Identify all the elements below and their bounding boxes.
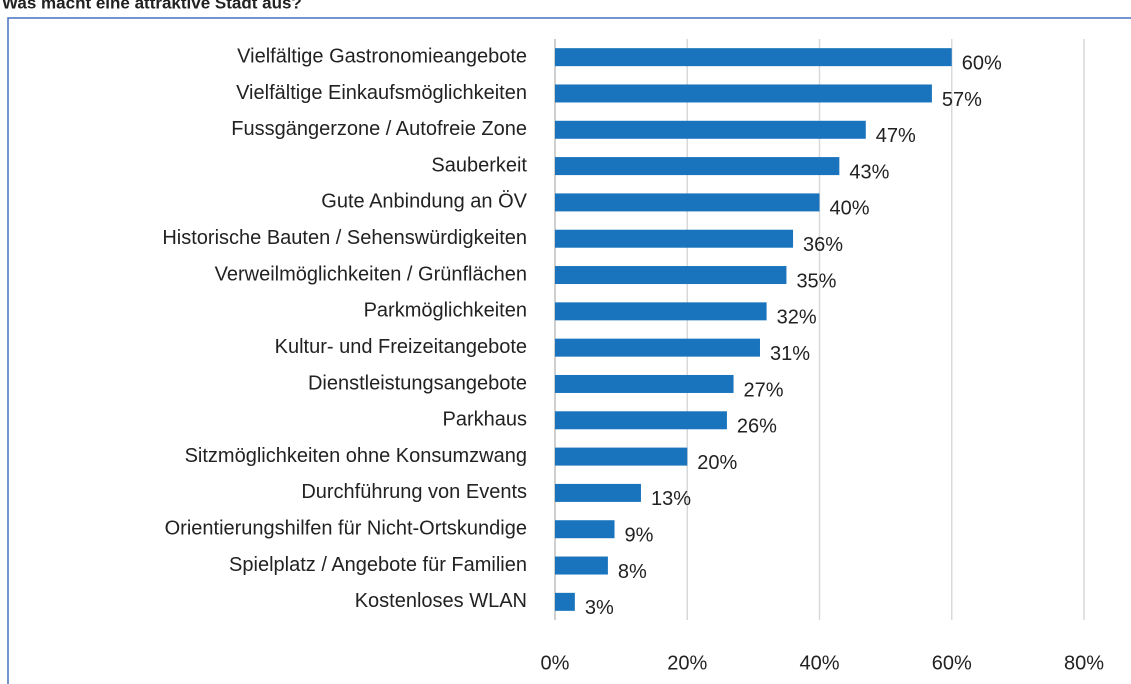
bar [555, 157, 840, 176]
y-tick-label: Vielfältige Gastronomieangebote [237, 45, 527, 67]
x-tick-label: 40% [799, 652, 839, 674]
y-tick-label: Durchführung von Events [301, 481, 527, 503]
y-tick-label: Gute Anbindung an ÖV [321, 191, 527, 213]
y-tick-label: Sauberkeit [431, 154, 527, 176]
value-label: 47% [876, 125, 916, 147]
bar [555, 48, 952, 67]
y-tick-label: Parkmöglichkeiten [364, 300, 527, 322]
bar [555, 193, 820, 212]
bar [555, 229, 794, 248]
bar [555, 266, 787, 285]
value-label: 27% [744, 379, 784, 401]
value-label: 43% [849, 161, 889, 183]
y-tick-label: Spielplatz / Angebote für Familien [229, 554, 527, 576]
bar [555, 338, 760, 357]
value-label: 36% [803, 234, 843, 256]
bar [555, 120, 866, 139]
bar [555, 520, 615, 539]
bar [555, 447, 688, 466]
y-tick-label: Orientierungshilfen für Nicht-Ortskundig… [165, 518, 527, 540]
bar [555, 411, 727, 430]
value-label: 31% [770, 343, 810, 365]
bar [555, 374, 734, 393]
value-label: 9% [625, 525, 654, 547]
value-label: 8% [618, 561, 647, 583]
x-tick-label: 60% [932, 652, 972, 674]
value-label: 13% [651, 488, 691, 510]
bar [555, 483, 641, 502]
x-tick-label: 20% [667, 652, 707, 674]
bar [555, 84, 932, 103]
bar [555, 592, 575, 611]
x-tick-label: 80% [1064, 652, 1104, 674]
bar [555, 556, 608, 575]
y-tick-label: Vielfältige Einkaufsmöglichkeiten [236, 82, 527, 104]
y-tick-label: Sitzmöglichkeiten ohne Konsumzwang [185, 445, 527, 467]
y-tick-label: Verweilmöglichkeiten / Grünflächen [215, 263, 527, 285]
value-label: 40% [830, 198, 870, 220]
y-tick-label: Dienstleistungsangebote [308, 372, 527, 394]
value-label: 20% [697, 452, 737, 474]
value-label: 57% [942, 89, 982, 111]
value-label: 3% [585, 597, 614, 619]
value-label: 26% [737, 416, 777, 438]
bar [555, 302, 767, 321]
y-tick-label: Kostenloses WLAN [355, 590, 527, 612]
value-label: 35% [796, 270, 836, 292]
value-label: 32% [777, 307, 817, 329]
value-label: 60% [962, 52, 1002, 74]
y-tick-label: Fussgängerzone / Autofreie Zone [231, 118, 527, 140]
y-tick-label: Kultur- und Freizeitangebote [275, 336, 527, 358]
x-tick-label: 0% [541, 652, 570, 674]
y-tick-label: Historische Bauten / Sehenswürdigkeiten [162, 227, 527, 249]
y-tick-label: Parkhaus [443, 409, 528, 431]
chart-title: Was macht eine attraktive Stadt aus? [2, 0, 302, 12]
